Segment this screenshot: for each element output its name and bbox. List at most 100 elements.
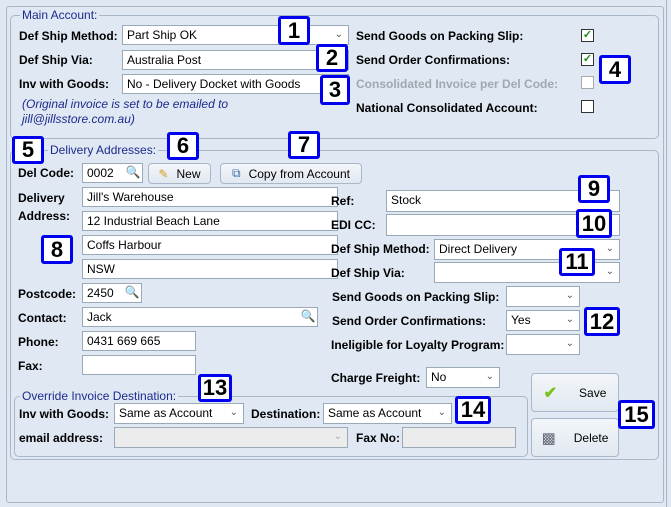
chevron-down-icon: ⌄ xyxy=(229,407,238,418)
national-consolidated-checkbox[interactable] xyxy=(581,100,594,113)
annotation-badge-13: 13 xyxy=(198,374,232,402)
search-icon[interactable]: 🔍 xyxy=(124,285,140,299)
annotation-badge-10: 10 xyxy=(576,209,612,238)
def-ship-method-select[interactable]: Part Ship OK ⌄ xyxy=(122,25,349,45)
annotation-badge-12: 12 xyxy=(584,307,620,336)
invoice-note-line1: (Original invoice is set to be emailed t… xyxy=(22,97,229,111)
email-address-select[interactable]: ⌄ xyxy=(114,427,348,448)
contact-label: Contact: xyxy=(18,311,67,325)
del-packing-slip-label: Send Goods on Packing Slip: xyxy=(332,290,500,304)
chevron-down-icon: ⌄ xyxy=(334,29,343,40)
chevron-down-icon: ⌄ xyxy=(333,431,342,442)
inv-with-goods-label: Inv with Goods: xyxy=(19,77,109,91)
address-label: Address: xyxy=(18,209,71,223)
override-inv-label: Inv with Goods: xyxy=(19,407,109,421)
annotation-badge-15: 15 xyxy=(618,400,655,429)
postcode-label: Postcode: xyxy=(18,287,77,301)
destination-label: Destination: xyxy=(251,407,321,421)
loyalty-select[interactable]: ⌄ xyxy=(506,334,580,355)
phone-input[interactable]: 0431 669 665 xyxy=(82,331,196,351)
override-invoice-group xyxy=(14,396,528,457)
def-ship-method-value: Part Ship OK xyxy=(127,28,198,42)
ref-input[interactable]: Stock xyxy=(386,190,620,212)
del-code-input[interactable]: 0002 🔍 xyxy=(82,163,143,183)
main-account-legend: Main Account: xyxy=(20,8,100,22)
send-order-confirmations-label: Send Order Confirmations: xyxy=(356,53,511,67)
annotation-badge-3: 3 xyxy=(320,75,350,105)
search-icon[interactable]: 🔍 xyxy=(125,165,141,179)
del-order-confirmations-select[interactable]: Yes ⌄ xyxy=(506,310,580,331)
window-frame xyxy=(6,6,664,503)
phone-label: Phone: xyxy=(18,335,59,349)
annotation-badge-5: 5 xyxy=(12,136,44,164)
delivery-label: Delivery xyxy=(18,191,65,205)
edi-cc-label: EDI CC: xyxy=(331,218,376,232)
fax-no-label: Fax No: xyxy=(356,431,401,445)
scrollbar-edge xyxy=(666,0,667,507)
new-button[interactable]: ✎ New xyxy=(148,163,211,184)
copy-from-account-button[interactable]: ⧉ Copy from Account xyxy=(220,163,362,184)
chevron-down-icon: ⌄ xyxy=(485,371,494,382)
delivery-addresses-legend: Delivery Addresses: xyxy=(48,143,159,157)
annotation-badge-7: 7 xyxy=(288,131,320,159)
chevron-down-icon: ⌄ xyxy=(565,290,574,301)
chevron-down-icon: ⌄ xyxy=(565,314,574,325)
send-order-confirmations-checkbox[interactable]: ✓ xyxy=(581,53,594,66)
address-line-1[interactable]: Jill's Warehouse xyxy=(82,187,338,207)
delivery-addresses-group xyxy=(10,150,659,460)
delete-button[interactable]: ▩ Delete xyxy=(531,418,619,457)
invoice-note-line2: jill@jillsstore.com.au) xyxy=(22,112,135,126)
inv-with-goods-input[interactable]: No - Delivery Docket with Goods xyxy=(122,74,349,94)
save-button[interactable]: ✔ Save xyxy=(531,373,619,412)
def-ship-method-label: Def Ship Method: xyxy=(19,29,118,43)
consolidated-invoice-checkbox[interactable] xyxy=(581,76,594,89)
del-order-confirmations-value: Yes xyxy=(511,313,531,327)
override-invoice-legend: Override Invoice Destination: xyxy=(20,389,179,403)
fax-no-input[interactable] xyxy=(402,427,516,448)
send-goods-packing-slip-checkbox[interactable]: ✓ xyxy=(581,29,594,42)
charge-freight-value: No xyxy=(431,370,447,384)
annotation-badge-4: 4 xyxy=(599,55,631,84)
copy-icon: ⧉ xyxy=(232,166,241,180)
delete-icon: ▩ xyxy=(541,429,556,447)
new-label: New xyxy=(176,166,201,181)
copy-label: Copy from Account xyxy=(248,166,350,181)
charge-freight-label: Charge Freight: xyxy=(331,371,421,385)
destination-select[interactable]: Same as Account ⌄ xyxy=(323,403,452,424)
contact-input[interactable]: Jack 🔍 xyxy=(82,307,318,327)
del-ship-method-value: Direct Delivery xyxy=(439,242,518,256)
del-ship-method-label: Def Ship Method: xyxy=(331,242,430,256)
postcode-value: 2450 xyxy=(87,286,114,300)
ref-label: Ref: xyxy=(331,194,355,208)
charge-freight-select[interactable]: No ⌄ xyxy=(426,367,500,388)
del-ship-via-label: Def Ship Via: xyxy=(331,266,405,280)
save-label: Save xyxy=(579,385,607,400)
override-inv-value: Same as Account xyxy=(119,406,213,420)
edi-cc-input[interactable] xyxy=(386,214,620,236)
address-line-4[interactable]: NSW xyxy=(82,259,338,279)
postcode-input[interactable]: 2450 🔍 xyxy=(82,283,142,303)
chevron-down-icon: ⌄ xyxy=(565,338,574,349)
override-inv-select[interactable]: Same as Account ⌄ xyxy=(114,403,244,424)
national-consolidated-label: National Consolidated Account: xyxy=(356,101,538,115)
address-line-3[interactable]: Coffs Harbour xyxy=(82,235,338,255)
del-packing-slip-select[interactable]: ⌄ xyxy=(506,286,580,307)
destination-value: Same as Account xyxy=(328,406,422,420)
main-account-group xyxy=(10,15,659,139)
checkmark-icon: ✔ xyxy=(543,384,558,402)
fax-input[interactable] xyxy=(82,355,196,375)
address-line-2[interactable]: 12 Industrial Beach Lane xyxy=(82,211,338,231)
consolidated-invoice-label: Consolidated Invoice per Del Code: xyxy=(356,77,559,91)
annotation-badge-1: 1 xyxy=(278,16,310,45)
annotation-badge-9: 9 xyxy=(578,175,610,203)
def-ship-via-input[interactable]: Australia Post xyxy=(122,50,349,70)
contact-value: Jack xyxy=(87,310,112,324)
del-code-label: Del Code: xyxy=(18,166,75,180)
loyalty-label: Ineligible for Loyalty Program: xyxy=(331,338,505,352)
chevron-down-icon: ⌄ xyxy=(605,243,614,254)
search-icon[interactable]: 🔍 xyxy=(300,309,316,323)
send-goods-packing-slip-label: Send Goods on Packing Slip: xyxy=(356,29,524,43)
annotation-badge-6: 6 xyxy=(167,132,199,160)
email-address-label: email address: xyxy=(19,431,104,445)
chevron-down-icon: ⌄ xyxy=(437,407,446,418)
